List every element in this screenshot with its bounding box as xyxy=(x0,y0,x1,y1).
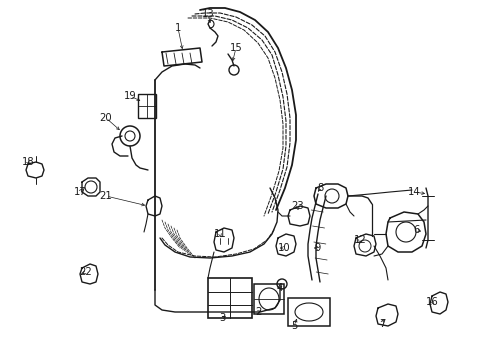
Text: 23: 23 xyxy=(291,201,304,211)
Text: 12: 12 xyxy=(353,235,366,245)
Bar xyxy=(207,278,251,318)
Text: 22: 22 xyxy=(80,267,92,277)
Text: 1: 1 xyxy=(174,23,181,33)
Text: 17: 17 xyxy=(74,187,86,197)
Bar xyxy=(138,94,156,118)
Bar xyxy=(287,298,329,326)
Text: 16: 16 xyxy=(425,297,437,307)
Text: 19: 19 xyxy=(123,91,136,101)
Text: 6: 6 xyxy=(412,225,418,235)
Text: 13: 13 xyxy=(201,9,214,19)
Text: 9: 9 xyxy=(314,243,321,253)
Text: 20: 20 xyxy=(100,113,112,123)
Bar xyxy=(253,284,284,314)
Text: 15: 15 xyxy=(229,43,242,53)
Text: 3: 3 xyxy=(219,313,224,323)
Text: 7: 7 xyxy=(378,319,385,329)
Text: 8: 8 xyxy=(316,183,323,193)
Text: 5: 5 xyxy=(290,321,297,331)
Text: 21: 21 xyxy=(100,191,112,201)
Text: 14: 14 xyxy=(407,187,420,197)
Text: 2: 2 xyxy=(254,307,261,317)
Text: 10: 10 xyxy=(277,243,290,253)
Text: 4: 4 xyxy=(276,283,283,293)
Text: 18: 18 xyxy=(21,157,34,167)
Text: 11: 11 xyxy=(213,229,226,239)
